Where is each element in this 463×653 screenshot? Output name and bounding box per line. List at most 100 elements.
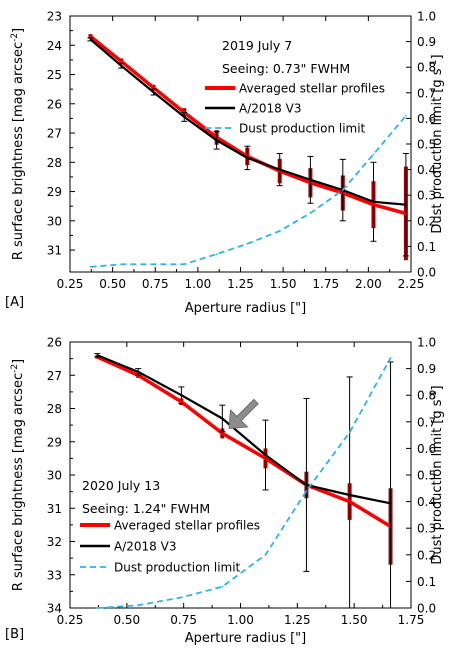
series-dust-limit-point [372,153,375,156]
series-dust-limit-point [183,263,186,266]
series-a2018v3-point [215,139,218,142]
y-tick-label: 26 [47,97,62,111]
y-tick-label: 24 [47,39,62,53]
y-tick-label: 23 [47,10,62,24]
y2-axis-label-end: ] [430,385,445,390]
y-tick-label: 30 [47,469,62,483]
x-tick-label: 1.25 [284,613,311,627]
y2-tick-label: 0.9 [417,362,436,376]
y-axis-label-sup: -2 [10,364,20,373]
panel-b-chart: 0.25 0.50 0.75 1.00 1.25 1.50 1.75 26 27 28 29 30 31… [5,336,445,647]
x-tick-label: 2.00 [355,277,382,291]
series-a2018v3-point [264,454,267,456]
series-a2018v3-point [221,417,224,420]
series-dust-limit-point [89,266,92,268]
arrow-annotation [228,398,259,430]
series-stellar-profiles-point [221,432,224,435]
y2-tick-label: 0.8 [417,61,436,75]
series-a2018v3-point [120,64,122,67]
plot-frame [69,15,412,273]
y2-tick-label: 0.0 [417,602,436,616]
series-a2018v3-point [89,38,92,41]
x-tick-label: 1.75 [398,613,425,627]
y2-tick-label: 0.6 [417,112,436,126]
legend-label: Averaged stellar profiles [114,519,260,533]
y-tick-label: 27 [47,127,62,141]
series-a2018v3-point [278,168,281,171]
series-dust-limit-point [96,607,99,609]
y2-tick-label: 0.1 [417,575,436,589]
y-axis-label-main: R surface brightness [mag arcsec [11,373,26,591]
y2-tick-label: 0.8 [417,389,436,403]
series-stellar-profiles-point [152,86,155,89]
y2-tick-label: 0.3 [417,189,436,203]
y-axis-label-end: ] [11,359,26,364]
y2-tick-label: 0.4 [417,495,436,509]
y2-tick-label: 0.5 [417,469,436,483]
series-a2018v3-point [309,179,312,181]
series-dust-limit-point [215,253,218,255]
y-tick-label: 26 [47,336,62,350]
y2-axis-label-main: Dust production limit [g s [430,68,445,233]
series-dust-limit-point [389,357,392,359]
y2-tick-label: 0.2 [417,214,436,228]
legend-label: A/2018 V3 [239,102,301,116]
y2-tick-label: 0.3 [417,522,436,536]
chart-annotation: Seeing: 0.73" FWHM [222,61,350,76]
x-tick-label: 1.50 [341,613,368,627]
series-a2018v3-point [389,502,392,505]
series-a2018v3 [96,354,391,505]
x-axis-label: Aperture radius ["] [185,301,306,316]
y2-tick-label: 0.7 [417,86,436,100]
y-tick-label: 31 [47,502,62,516]
series-a2018v3-point [96,354,99,357]
y-tick-label: 33 [47,568,62,582]
series-a2018v3-point [246,157,249,159]
y2-tick-label: 0.2 [417,548,436,562]
y-tick-label: 34 [47,602,62,616]
y-axis-label: R surface brightness [mag arcsec-2] [10,28,26,260]
chart-annotation: 2019 July 7 [222,38,292,53]
panel-label: [A] [5,295,24,310]
legend-label: Averaged stellar profiles [239,82,385,96]
series-dust-limit-point [342,189,344,191]
series-dust-limit-point [278,230,281,232]
y2-tick-label: 1.0 [417,336,436,350]
y2-axis-label-sup: -1 [429,390,439,399]
series-dust-limit-point [137,604,139,607]
series-stellar-profiles-point [120,60,122,63]
y2-tick-label: 0.7 [417,415,436,429]
y2-axis-label: Dust production limit [g s-1] [429,54,445,233]
series-dust-limit-point [264,554,267,556]
y-axis-label-end: ] [11,28,26,33]
series-dust-limit-point [246,243,249,245]
series-dust-limit-point [221,585,224,588]
series-dust-limit [90,115,407,268]
x-tick-label: 1.00 [227,613,254,627]
series-dust-limit-point [305,490,308,492]
series-a2018v3-point [180,394,183,397]
x-tick-label: 0.75 [142,277,169,291]
y2-tick-label: 0.5 [417,138,436,152]
y2-tick-label: 1.0 [417,10,436,24]
x-tick-label: 0.50 [99,277,126,291]
y-tick-label: 32 [47,535,62,549]
y-tick-label: 28 [47,156,62,170]
chart-annotation: 2020 July 13 [82,478,160,493]
series-stellar-profiles-point [89,35,92,38]
series-a2018v3-point [372,200,375,203]
series-stellar-profiles [96,355,392,528]
panel-a-chart: 0.25 0.50 0.75 1.00 1.25 1.50 1.75 2.00 2.25 23 24… [5,10,445,317]
x-tick-label: 0.75 [170,613,197,627]
y-tick-label: 28 [47,402,62,416]
series-a2018v3-point [137,371,139,373]
y2-axis-label-end: ] [430,54,445,59]
y2-tick-label: 0.0 [417,266,436,280]
series-dust-limit-point [152,263,155,266]
y-tick-label: 25 [47,68,62,82]
x-tick-label: 1.50 [270,277,297,291]
x-axis-label: Aperture radius ["] [185,631,306,646]
legend-label: Dust production limit [114,561,241,575]
x-tick-label: 1.00 [185,277,212,291]
